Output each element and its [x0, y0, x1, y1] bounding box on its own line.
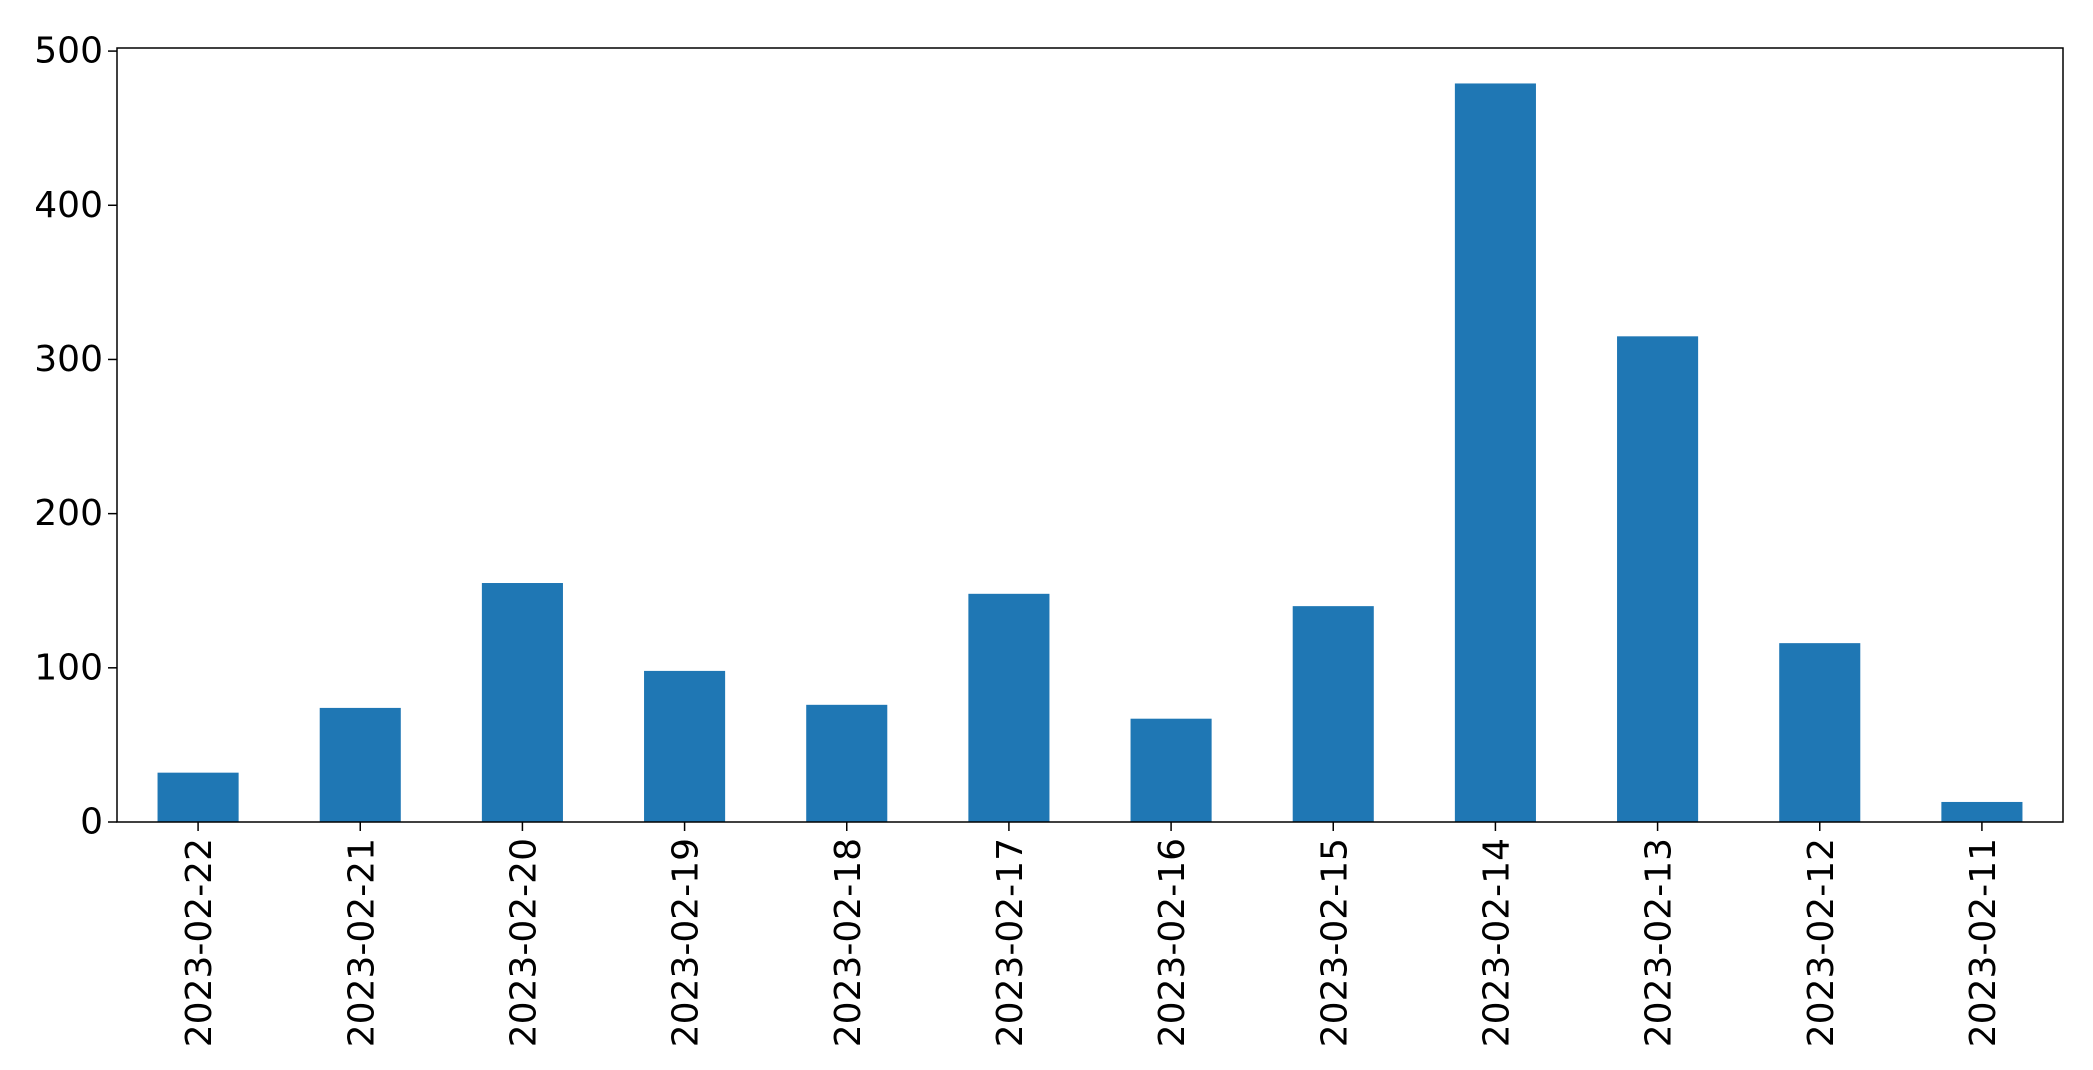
y-tick-label: 400: [34, 185, 103, 226]
x-axis: 2023-02-22 2023-02-21 2023-02-20 2023-02-19…: [179, 822, 2004, 1047]
y-tick-label: 300: [34, 339, 103, 380]
x-tick-label: 2023-02-12: [1801, 838, 1842, 1047]
y-tick-label: 200: [34, 493, 103, 534]
bar-2023-02-12: [1779, 643, 1861, 822]
bar-2023-02-13: [1617, 336, 1699, 822]
x-tick-label: 2023-02-16: [1152, 838, 1193, 1047]
y-tick-label: 100: [34, 647, 103, 688]
x-tick-label: 2023-02-20: [503, 838, 544, 1047]
x-tick-label: 2023-02-18: [828, 838, 869, 1047]
y-tick-label: 0: [80, 802, 103, 843]
bar-2023-02-21: [319, 707, 401, 822]
x-tick-label: 2023-02-14: [1476, 838, 1517, 1047]
y-tick-label: 500: [34, 31, 103, 72]
bar-2023-02-22: [157, 772, 239, 822]
y-axis: 0 100 200 300 400 500: [34, 31, 117, 843]
bar-2023-02-14: [1454, 83, 1536, 822]
x-tick-label: 2023-02-13: [1639, 838, 1680, 1047]
x-tick-label: 2023-02-11: [1963, 838, 2004, 1047]
bar-2023-02-16: [1130, 718, 1212, 822]
bar-2023-02-17: [968, 593, 1050, 822]
x-tick-label: 2023-02-15: [1314, 838, 1355, 1047]
bar-2023-02-11: [1941, 801, 2023, 822]
x-tick-label: 2023-02-19: [666, 838, 707, 1047]
x-tick-label: 2023-02-22: [179, 838, 220, 1047]
x-tick-label: 2023-02-21: [341, 838, 382, 1047]
bars-group: [157, 83, 2023, 822]
bar-2023-02-19: [644, 670, 726, 822]
bar-2023-02-15: [1292, 606, 1374, 822]
bar-2023-02-18: [806, 704, 888, 822]
plot-frame: [116, 47, 2064, 823]
bar-2023-02-20: [481, 583, 563, 822]
x-tick-label: 2023-02-17: [990, 838, 1031, 1047]
